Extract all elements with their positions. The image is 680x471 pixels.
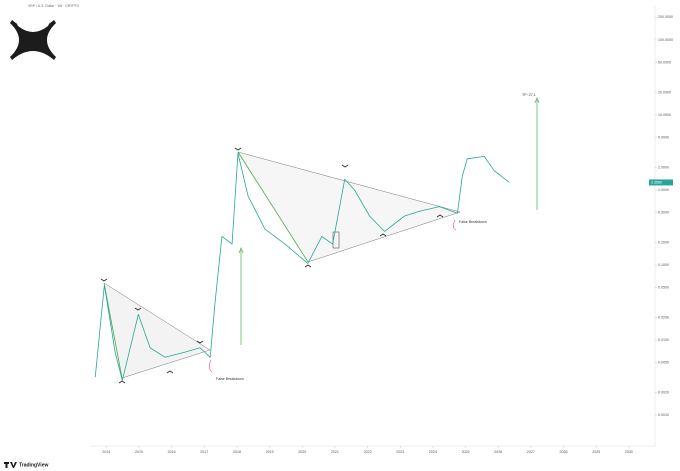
y-tick-label: 50.0000	[658, 60, 671, 64]
y-tick-label: 0.0100	[658, 338, 669, 342]
brand: TradingView	[4, 462, 48, 468]
brand-icon	[4, 462, 17, 468]
x-tick-label: 2027	[527, 450, 535, 454]
arrow-head	[238, 247, 244, 254]
logo-cut	[16, 22, 50, 32]
y-tick-label: 0.0010	[658, 413, 669, 417]
leg-line	[103, 282, 123, 379]
x-tick-label: 2017	[200, 450, 208, 454]
y-tick-label: 0.5000	[658, 211, 669, 215]
x-tick-label: 2019	[266, 450, 274, 454]
leg-line	[237, 151, 309, 263]
x-tick-label: 2020	[298, 450, 306, 454]
y-tick-label: 0.2000	[658, 240, 669, 244]
x-tick-label: 2028	[560, 450, 568, 454]
x-logo	[10, 20, 56, 60]
price-tag-bg	[649, 179, 673, 186]
annotation: False Breakdown	[459, 220, 487, 224]
header-title: XRP / U.S. Dollar · 1W · CRYPTO	[28, 4, 80, 8]
pivot-marks	[100, 147, 444, 384]
y-tick-label: 0.0200	[658, 315, 669, 319]
price-tag: 2.3560	[651, 180, 662, 184]
y-tick-label: 20.0000	[658, 90, 671, 94]
x-tick-label: 2025	[462, 450, 470, 454]
y-tick-label: 5.0000	[658, 135, 669, 139]
triangle-2014	[103, 282, 211, 379]
x-tick-label: 2030	[625, 450, 633, 454]
y-tick-label: 200.0000	[658, 15, 673, 19]
highlight-box	[332, 231, 340, 249]
x-tick-label: 2015	[135, 450, 143, 454]
x-tick-label: 2021	[331, 450, 339, 454]
y-tick-label: 0.0050	[658, 361, 669, 365]
x-tick-label: 2016	[168, 450, 176, 454]
x-tick-label: 2029	[592, 450, 600, 454]
x-tick-label: 2023	[396, 450, 404, 454]
y-tick-label: 100.0000	[658, 38, 673, 42]
x-tick-label: 2024	[429, 450, 437, 454]
y-tick-label: 0.0500	[658, 286, 669, 290]
false-breakdown-arrow	[209, 359, 213, 373]
y-tick-label: 1.0000	[658, 188, 669, 192]
logo-shape	[10, 20, 56, 60]
triangle-2018	[237, 151, 461, 263]
x-tick-label: 2018	[233, 450, 241, 454]
annotation: False Breakdown	[216, 377, 244, 381]
y-tick-label: 2.0000	[658, 165, 669, 169]
false-breakdown-arrow	[453, 219, 457, 231]
brand-name: TradingView	[19, 462, 48, 468]
x-tick-label: 2022	[364, 450, 372, 454]
arrow-head	[534, 97, 540, 104]
annotation: TP: 27.1	[522, 93, 536, 97]
y-tick-label: 0.0020	[658, 390, 669, 394]
y-tick-label: 0.1000	[658, 263, 669, 267]
price-line	[94, 152, 510, 381]
x-tick-label: 2014	[102, 450, 110, 454]
drawings	[103, 97, 540, 379]
y-tick-label: 10.0000	[658, 113, 671, 117]
x-tick-label: 2026	[494, 450, 502, 454]
